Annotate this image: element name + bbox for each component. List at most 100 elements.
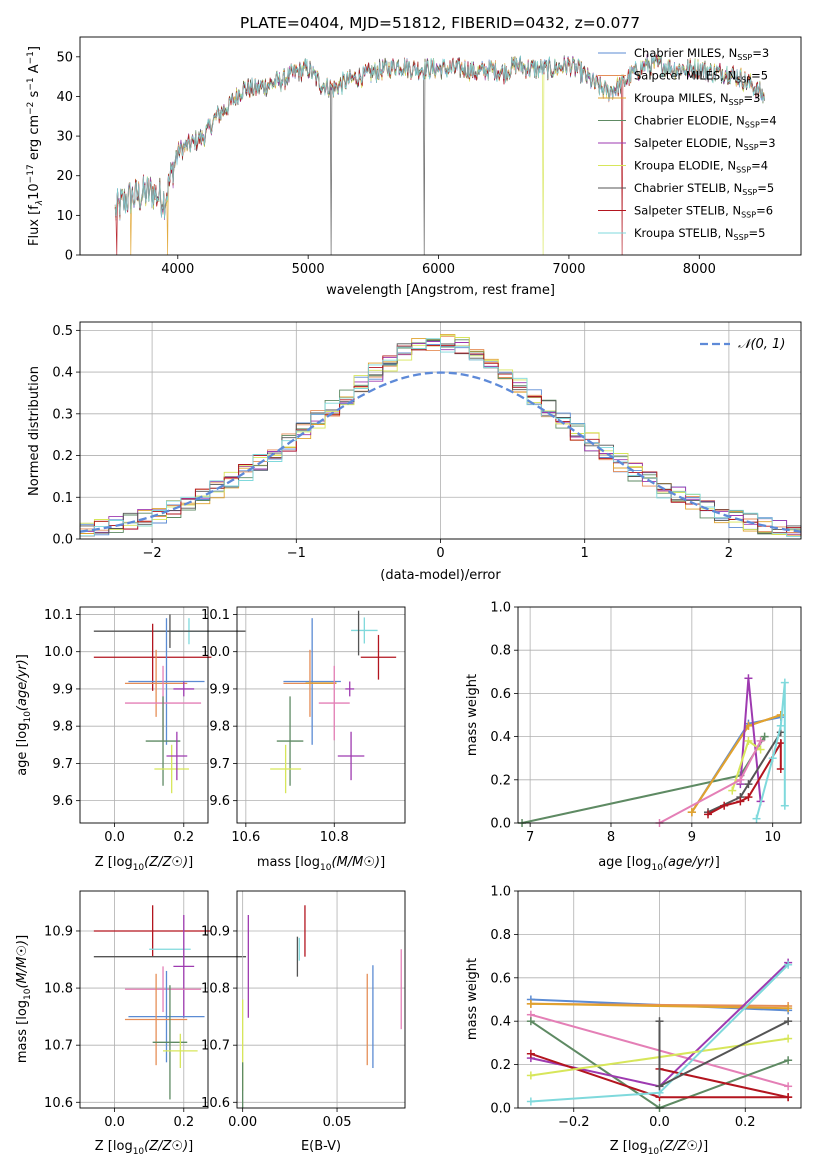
x-tick-label: 7 [526,830,534,845]
ebv-mass-panel: 0.00 0.05 10.6 10.7 10.8 10.9 E(B-V) [201,890,406,1154]
y-tick-label: 50 [56,50,73,65]
y-axis-label: Normed distribution [27,366,42,496]
x-tick-label: 10 [764,830,781,845]
axis-label-part: 10 [133,863,145,873]
axis-label-part: Z [log [95,1139,133,1154]
axis-label-part: age [log [15,723,30,776]
y-tick-label: 10.6 [44,1096,73,1111]
y-tick-label: 0.2 [490,1058,511,1073]
axis-label: Z [log10(Z/Z☉)] [95,855,193,873]
y-tick-label: 0.4 [490,1015,511,1030]
y-axis-label: mass weight [465,958,480,1040]
x-tick-label: 9 [688,830,696,845]
axis-label-part: 10 [320,863,332,873]
axis-label-part: 10 [651,863,663,873]
legend-count: =4 [751,159,768,173]
y-tick-label: 0.8 [490,928,511,943]
y-tick-label: 0.1 [52,491,73,506]
y-axis-label: Flux [fλ10−17 erg cm−2 s−1 A−1] [26,46,45,246]
y-tick-label: 10.8 [44,982,73,997]
x-tick-label: 0.05 [323,1115,352,1130]
spectrum-line [114,54,765,255]
y-tick-label: 10.8 [201,982,230,997]
x-axis-label: E(B-V) [301,1139,341,1154]
legend-name: Salpeter STELIB, N [634,204,741,218]
axis-label-part: ] [188,855,193,870]
y-axis-label-part: Flux [f [27,205,42,246]
legend-count: =3 [759,136,776,150]
weight-line [659,1067,789,1099]
legend-label: Kroupa ELODIE, NSSP=4 [634,159,768,175]
y-tick-label: 0.4 [490,730,511,745]
axis-label-part: (M/M☉) [331,855,380,870]
y-tick-label: 40 [56,90,73,105]
x-tick-label: 0.2 [735,1115,756,1130]
y-tick-label: 0.6 [490,687,511,702]
y-axis-label-part: A [27,64,42,77]
legend-label: Salpeter MILES, NSSP=5 [634,69,768,85]
axis-label-part: 10 [133,1147,145,1157]
legend-label: Salpeter ELODIE, NSSP=3 [634,136,776,152]
axes-frame [79,321,802,540]
axis-label: age [log10(age/yr)] [598,855,720,873]
y-axis-label-part: 10 [27,183,42,200]
y-tick-label: 10.6 [201,1096,230,1111]
axis-label: mass [log10(M/M☉)] [15,935,33,1063]
y-tick-label: 9.6 [52,794,73,809]
legend-label: Chabrier STELIB, NSSP=5 [634,181,774,197]
axis-label-part: ] [15,654,30,659]
y-tick-label: 9.9 [52,682,73,697]
y-tick-label: 9.7 [52,757,73,772]
x-tick-label: −2 [143,546,162,561]
x-tick-label: 0.2 [173,830,194,845]
legend-sub: SSP [741,211,756,220]
y-tick-label: 20 [56,169,73,184]
axis-label-part: Z [log [610,1139,648,1154]
legend-name: Kroupa ELODIE, N [634,159,736,173]
x-tick-label: 0.0 [104,830,125,845]
legend-count: =5 [757,181,774,195]
y-tick-label: 9.9 [209,682,230,697]
x-tick-label: 8000 [683,262,716,277]
axes-frame [79,36,802,256]
y-tick-label: 0.4 [52,366,73,381]
legend-count: =3 [744,91,761,105]
y-tick-label: 0.5 [52,324,73,339]
y-axis-label-part: −17 [26,164,36,183]
spectrum-line [114,54,765,255]
y-tick-label: 10.1 [201,608,230,623]
y-tick-label: 10 [56,209,73,224]
y-axis-label-part: −1 [26,77,36,90]
legend-name: Chabrier STELIB, N [634,181,742,195]
y-tick-label: 1.0 [490,885,511,900]
axis-label-part: mass [log [15,1000,30,1063]
legend-name: Kroupa STELIB, N [634,226,734,240]
legend-label: Chabrier MILES, NSSP=3 [634,46,769,62]
legend-count: =3 [752,46,769,60]
z-massweight-panel: −0.2 0.0 0.2 0.0 0.2 0.4 0.6 0.8 1.0 Z [log10(Z/Z… [465,885,802,1157]
x-tick-label: 0 [436,546,444,561]
weight-line [707,739,782,816]
y-tick-label: 10.7 [201,1039,230,1054]
axis-label-part: ] [188,1139,193,1154]
legend-label: Kroupa STELIB, NSSP=5 [634,226,765,242]
legend-name: Salpeter ELODIE, N [634,136,744,150]
y-tick-label: 0.8 [490,644,511,659]
axes-frame [236,606,406,824]
x-tick-label: 10.6 [231,830,260,845]
axis-label-part: (Z/Z☉) [144,855,188,870]
y-tick-label: 9.7 [209,757,230,772]
axes-frame [517,606,802,824]
axis-label: Z [log10(Z/Z☉)] [610,1139,708,1157]
x-tick-label: 6000 [422,262,455,277]
axes-frame [79,606,209,824]
legend-count: =5 [751,69,768,83]
y-tick-label: 1.0 [490,601,511,616]
axis-label-part: 10 [23,711,33,723]
x-tick-label: 1 [581,546,589,561]
x-tick-label: 2 [725,546,733,561]
y-tick-label: 0.0 [490,1102,511,1117]
y-axis-label-part: ] [27,46,42,51]
